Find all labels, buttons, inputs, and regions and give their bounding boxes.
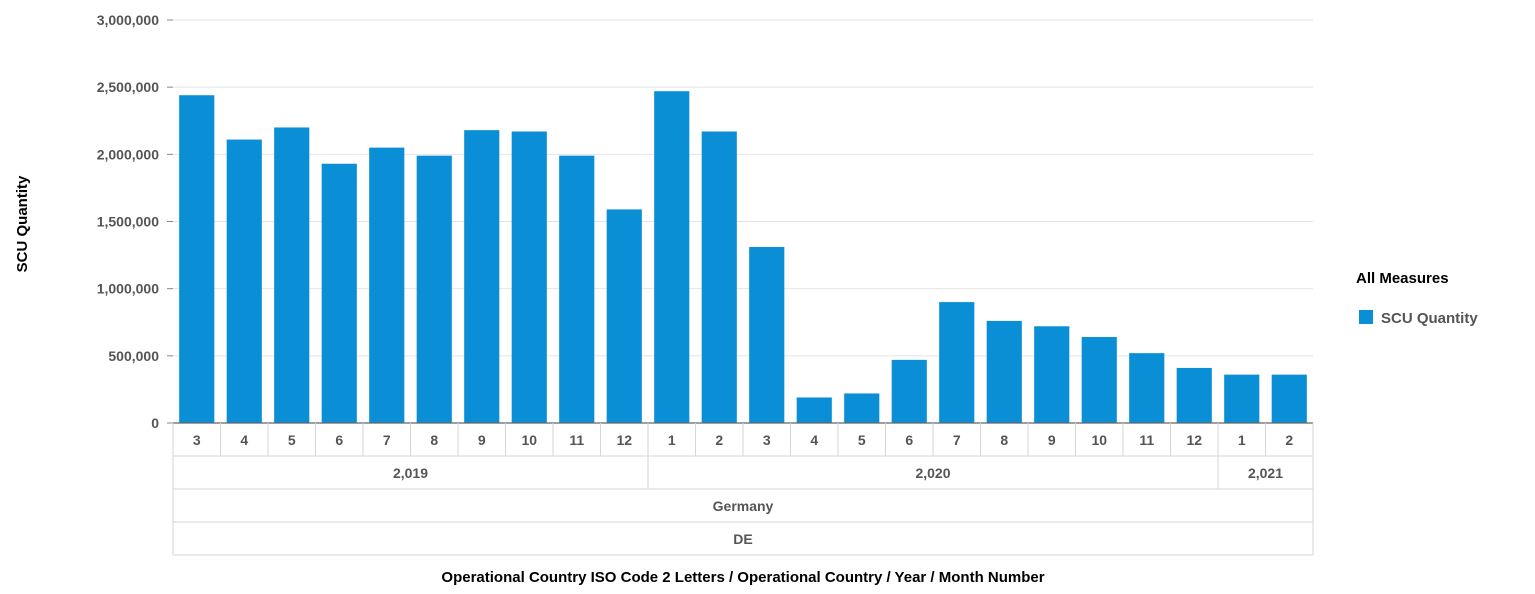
bar[interactable]	[701, 131, 737, 423]
year-label: 2,020	[915, 465, 950, 481]
y-tick-label: 0	[151, 415, 159, 431]
bar[interactable]	[321, 163, 357, 423]
y-tick-label: 1,000,000	[97, 281, 159, 297]
y-axis-ticks: 0 500,000 1,000,000 1,500,000 2,000,000 2,500…	[97, 12, 173, 431]
bar[interactable]	[891, 359, 927, 423]
month-label: 4	[240, 432, 248, 448]
month-label: 7	[953, 432, 961, 448]
x-axis-title: Operational Country ISO Code 2 Letters /…	[441, 569, 1044, 586]
bar[interactable]	[1081, 337, 1117, 423]
bar[interactable]	[654, 91, 690, 424]
month-label: 8	[1000, 432, 1008, 448]
month-label: 5	[858, 432, 866, 448]
year-label: 2,019	[393, 465, 428, 481]
bar[interactable]	[1271, 374, 1307, 423]
bar[interactable]	[559, 155, 595, 423]
month-label: 2	[1285, 432, 1293, 448]
legend: All Measures SCU Quantity	[1356, 270, 1478, 327]
bar[interactable]	[226, 139, 262, 423]
y-axis-title: SCU Quantity	[14, 175, 31, 272]
bar[interactable]	[606, 209, 642, 423]
month-label: 12	[616, 432, 632, 448]
month-label: 2	[715, 432, 723, 448]
bar[interactable]	[844, 393, 880, 423]
legend-label: SCU Quantity	[1381, 310, 1478, 327]
month-label: 5	[288, 432, 296, 448]
bar[interactable]	[796, 397, 832, 423]
month-label: 11	[1139, 432, 1154, 448]
month-label: 10	[521, 432, 537, 448]
month-label: 7	[383, 432, 391, 448]
month-label: 6	[905, 432, 913, 448]
month-label: 12	[1186, 432, 1202, 448]
bar[interactable]	[369, 147, 405, 423]
month-label: 6	[335, 432, 343, 448]
bar[interactable]	[511, 131, 547, 423]
country-label: Germany	[713, 498, 774, 514]
gridlines	[173, 19, 1313, 357]
month-label: 1	[1238, 432, 1246, 448]
bar[interactable]	[1224, 374, 1260, 423]
bar[interactable]	[464, 130, 500, 424]
bar[interactable]	[1129, 353, 1165, 423]
y-tick-label: 2,000,000	[97, 146, 159, 162]
bar[interactable]	[939, 302, 975, 423]
month-label: 3	[763, 432, 771, 448]
x-axis-categories: 3 4 5 6 7 8 9 10 11 12 1 2 3 4 5 6 7 8 9 10 11 12 1 22,019 2,020…	[172, 422, 1314, 556]
month-label: 9	[478, 432, 486, 448]
month-label: 4	[810, 432, 818, 448]
bar[interactable]	[749, 247, 785, 423]
month-label: 1	[668, 432, 676, 448]
bar[interactable]	[986, 320, 1022, 423]
y-tick-label: 500,000	[108, 348, 159, 364]
bars	[179, 91, 1307, 424]
bar[interactable]	[1034, 326, 1070, 423]
bar[interactable]	[274, 127, 310, 423]
bar[interactable]	[1176, 367, 1212, 423]
legend-swatch	[1359, 310, 1373, 324]
bar[interactable]	[416, 155, 452, 423]
bar[interactable]	[179, 95, 215, 423]
month-label: 9	[1048, 432, 1056, 448]
legend-title: All Measures	[1356, 270, 1449, 287]
month-label: 10	[1091, 432, 1107, 448]
year-label: 2,021	[1248, 465, 1283, 481]
month-label: 8	[430, 432, 438, 448]
y-tick-label: 2,500,000	[97, 79, 159, 95]
y-tick-label: 1,500,000	[97, 214, 159, 230]
iso-label: DE	[733, 531, 752, 547]
y-tick-label: 3,000,000	[97, 12, 159, 28]
month-label: 11	[569, 432, 584, 448]
month-label: 3	[193, 432, 201, 448]
